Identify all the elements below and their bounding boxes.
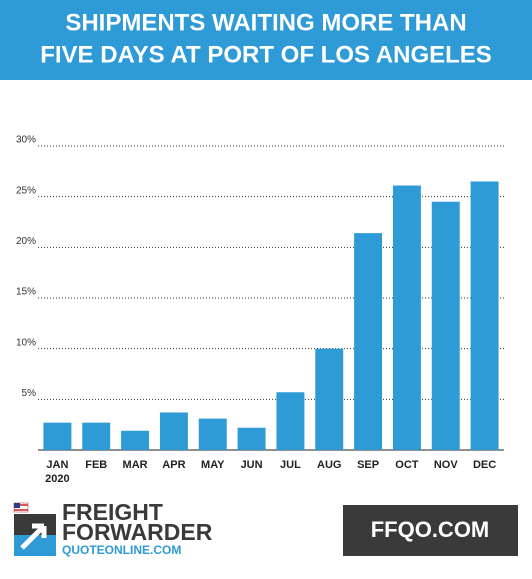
bar	[159, 412, 188, 450]
x-tick-label: FEB	[85, 459, 107, 471]
bar	[315, 348, 344, 450]
site-box	[343, 505, 518, 556]
y-tick-label: 10%	[16, 337, 36, 348]
y-tick-label: 30%	[16, 135, 36, 146]
x-tick-label: OCT	[395, 459, 419, 471]
bar	[431, 201, 460, 450]
x-tick-label: JUN	[241, 459, 263, 471]
flag-canton	[14, 503, 20, 508]
x-tick-label: APR	[162, 459, 185, 471]
bar	[470, 181, 499, 450]
bar	[276, 392, 305, 450]
title-banner	[0, 0, 532, 80]
bar	[43, 422, 72, 450]
brand-url: QUOTEONLINE.COM	[62, 543, 181, 557]
x-tick-label: JAN	[46, 459, 68, 471]
bar	[198, 418, 227, 450]
bar	[121, 430, 150, 450]
x-tick-label: MAR	[123, 459, 148, 471]
x-tick-label: SEP	[357, 459, 379, 471]
y-tick-label: 20%	[16, 236, 36, 247]
chart-title: SHIPMENTS WAITING MORE THAN	[65, 9, 466, 36]
x-tick-label: NOV	[434, 459, 459, 471]
bar	[82, 422, 111, 450]
y-tick-label: 15%	[16, 287, 36, 298]
bar	[392, 185, 421, 450]
bar	[237, 427, 266, 450]
bar	[354, 233, 383, 450]
chart-title: FIVE DAYS AT PORT OF LOS ANGELES	[40, 41, 492, 68]
x-tick-label: AUG	[317, 459, 341, 471]
x-year-label: 2020	[45, 473, 69, 485]
y-tick-label: 25%	[16, 185, 36, 196]
x-tick-label: MAY	[201, 459, 225, 471]
brand-line: FORWARDER	[62, 519, 213, 545]
site: FFQO.COM	[371, 517, 490, 542]
y-tick-label: 5%	[22, 388, 37, 399]
x-tick-label: JUL	[280, 459, 301, 471]
logo-arrow	[20, 523, 47, 550]
brand-line: FREIGHT	[62, 499, 163, 525]
logo: FREIGHT FORWARDER QUOTEONLINE.COM	[13, 499, 213, 557]
x-tick-label: DEC	[473, 459, 496, 471]
